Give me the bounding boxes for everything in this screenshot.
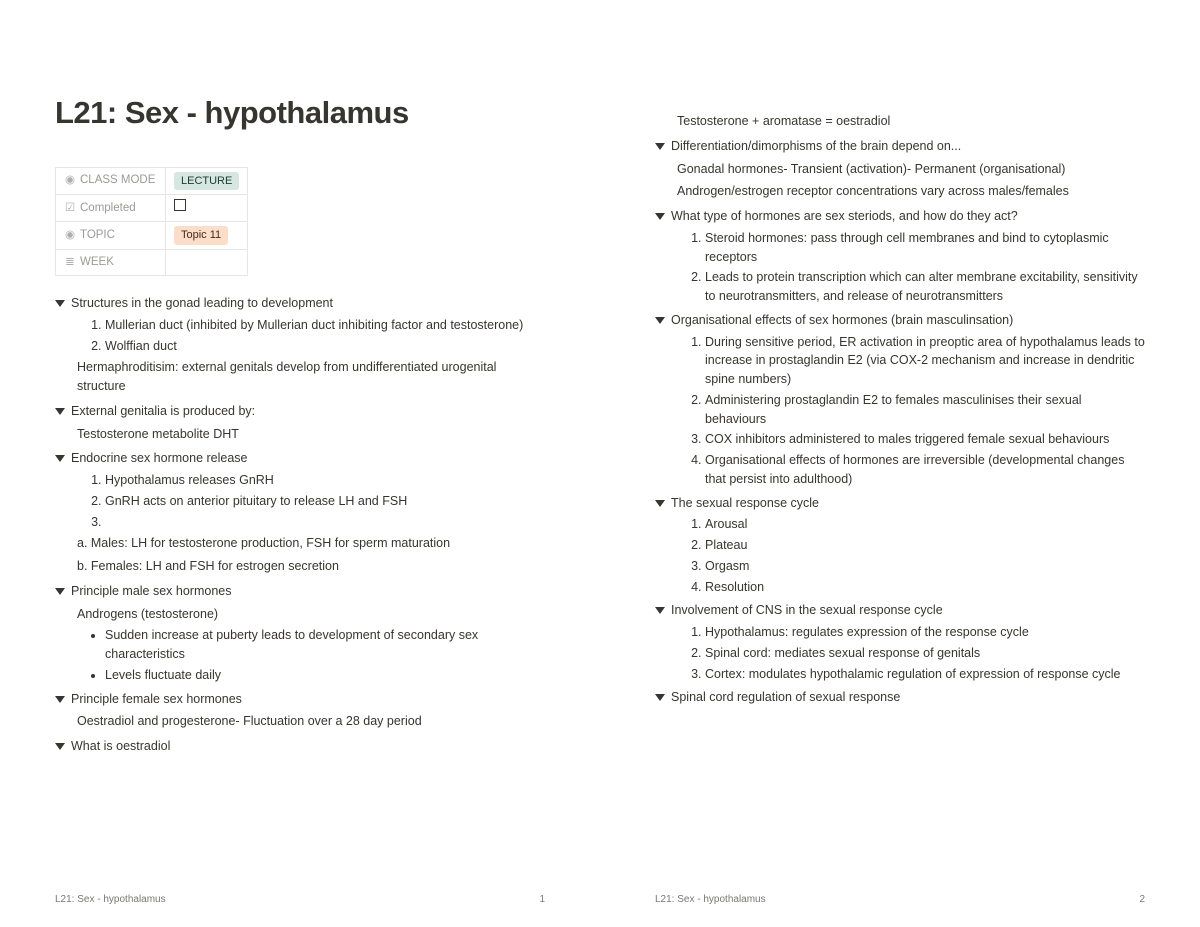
text-line: Oestradiol and progesterone- Fluctuation… bbox=[77, 710, 545, 733]
toggle-steroids[interactable]: What type of hormones are sex steriods, … bbox=[655, 207, 1145, 307]
toggle-organisational[interactable]: Organisational effects of sex hormones (… bbox=[655, 311, 1145, 490]
chevron-down-icon bbox=[655, 213, 665, 220]
text-line: Hermaphroditisim: external genitals deve… bbox=[77, 356, 545, 398]
bullet-list: Sudden increase at puberty leads to deve… bbox=[77, 625, 545, 685]
list-item: Administering prostaglandin E2 to female… bbox=[705, 390, 1145, 430]
list-item: Sudden increase at puberty leads to deve… bbox=[105, 625, 545, 665]
list-item: Spinal cord: mediates sexual response of… bbox=[705, 643, 1145, 664]
text-line: Androgen/estrogen receptor concentration… bbox=[677, 180, 1145, 203]
chevron-down-icon bbox=[55, 743, 65, 750]
list: Mullerian duct (inhibited by Mullerian d… bbox=[77, 315, 545, 357]
toggle-female-hormones[interactable]: Principle female sex hormones Oestradiol… bbox=[55, 690, 545, 734]
prop-completed-value[interactable] bbox=[166, 195, 248, 222]
list-item: Resolution bbox=[705, 577, 1145, 598]
toggle-response-cycle[interactable]: The sexual response cycle Arousal Platea… bbox=[655, 494, 1145, 598]
list-item: Wolffian duct bbox=[105, 336, 545, 357]
text-line: a. Males: LH for testosterone production… bbox=[77, 532, 545, 555]
toggle-cns[interactable]: Involvement of CNS in the sexual respons… bbox=[655, 601, 1145, 684]
chevron-down-icon bbox=[655, 143, 665, 150]
toggle-title: The sexual response cycle bbox=[671, 494, 1145, 513]
toggle-title: Endocrine sex hormone release bbox=[71, 449, 545, 468]
toggle-title: Principle male sex hormones bbox=[71, 582, 545, 601]
list-item: Levels fluctuate daily bbox=[105, 665, 545, 686]
footer-title: L21: Sex - hypothalamus bbox=[55, 892, 166, 907]
toggle-title: Principle female sex hormones bbox=[71, 690, 545, 709]
topic-tag: Topic 11 bbox=[174, 226, 228, 245]
check-icon: ☑ bbox=[64, 200, 76, 217]
list: Hypothalamus releases GnRH GnRH acts on … bbox=[77, 470, 545, 532]
list-item: COX inhibitors administered to males tri… bbox=[705, 429, 1145, 450]
toggle-title: Organisational effects of sex hormones (… bbox=[671, 311, 1145, 330]
toggle-title: Differentiation/dimorphisms of the brain… bbox=[671, 137, 1145, 156]
list-item: During sensitive period, ER activation i… bbox=[705, 332, 1145, 390]
list: Arousal Plateau Orgasm Resolution bbox=[677, 514, 1145, 597]
chevron-down-icon bbox=[55, 408, 65, 415]
classmode-tag: LECTURE bbox=[174, 172, 239, 191]
list-item: Leads to protein transcription which can… bbox=[705, 267, 1145, 307]
chevron-down-icon bbox=[655, 500, 665, 507]
list: Hypothalamus: regulates expression of th… bbox=[677, 622, 1145, 684]
checkbox-icon[interactable] bbox=[174, 199, 186, 211]
toggle-title: Involvement of CNS in the sexual respons… bbox=[671, 601, 1145, 620]
list-item: Hypothalamus releases GnRH bbox=[105, 470, 545, 491]
toggle-title: Spinal cord regulation of sexual respons… bbox=[671, 688, 1145, 707]
list-item: GnRH acts on anterior pituitary to relea… bbox=[105, 491, 545, 512]
list-icon: ≣ bbox=[64, 254, 76, 271]
list-item: Hypothalamus: regulates expression of th… bbox=[705, 622, 1145, 643]
page-number: 1 bbox=[539, 892, 545, 907]
chevron-down-icon bbox=[55, 455, 65, 462]
list: During sensitive period, ER activation i… bbox=[677, 332, 1145, 490]
properties-table: ◉CLASS MODE LECTURE ☑Completed ◉TOPIC To… bbox=[55, 167, 248, 277]
chevron-down-icon bbox=[55, 696, 65, 703]
page-container: L21: Sex - hypothalamus ◉CLASS MODE LECT… bbox=[0, 0, 1200, 927]
chevron-down-icon bbox=[55, 588, 65, 595]
toggle-dimorphisms[interactable]: Differentiation/dimorphisms of the brain… bbox=[655, 137, 1145, 203]
list-item: Mullerian duct (inhibited by Mullerian d… bbox=[105, 315, 545, 336]
text-line: Testosterone metabolite DHT bbox=[77, 423, 545, 446]
list: Steroid hormones: pass through cell memb… bbox=[677, 228, 1145, 307]
prop-topic-value: Topic 11 bbox=[166, 222, 248, 250]
prop-completed-label: ☑Completed bbox=[56, 195, 166, 222]
page-1: L21: Sex - hypothalamus ◉CLASS MODE LECT… bbox=[0, 50, 600, 907]
prop-classmode-label: ◉CLASS MODE bbox=[56, 167, 166, 195]
list-item: Plateau bbox=[705, 535, 1145, 556]
footer-title: L21: Sex - hypothalamus bbox=[655, 892, 766, 907]
toggle-structures[interactable]: Structures in the gonad leading to devel… bbox=[55, 294, 545, 398]
text-line: b. Females: LH and FSH for estrogen secr… bbox=[77, 555, 545, 578]
toggle-oestradiol[interactable]: What is oestradiol bbox=[55, 737, 545, 756]
page-footer: L21: Sex - hypothalamus 1 bbox=[55, 874, 545, 907]
page-footer: L21: Sex - hypothalamus 2 bbox=[655, 874, 1145, 907]
text-line: Androgens (testosterone) bbox=[77, 603, 545, 626]
toggle-endocrine[interactable]: Endocrine sex hormone release Hypothalam… bbox=[55, 449, 545, 578]
list-item: Arousal bbox=[705, 514, 1145, 535]
prop-week-value bbox=[166, 249, 248, 275]
page-2: Testosterone + aromatase = oestradiol Di… bbox=[600, 50, 1200, 907]
toggle-title: What type of hormones are sex steriods, … bbox=[671, 207, 1145, 226]
toggle-title: Structures in the gonad leading to devel… bbox=[71, 294, 545, 313]
page-number: 2 bbox=[1139, 892, 1145, 907]
prop-topic-label: ◉TOPIC bbox=[56, 222, 166, 250]
text-line: Gonadal hormones- Transient (activation)… bbox=[677, 158, 1145, 181]
list-item bbox=[105, 512, 545, 533]
toggle-spinal[interactable]: Spinal cord regulation of sexual respons… bbox=[655, 688, 1145, 707]
chevron-down-icon bbox=[55, 300, 65, 307]
toggle-title: What is oestradiol bbox=[71, 737, 545, 756]
chevron-down-icon bbox=[655, 694, 665, 701]
list-item: Steroid hormones: pass through cell memb… bbox=[705, 228, 1145, 268]
circle-icon: ◉ bbox=[64, 172, 76, 189]
list-item: Cortex: modulates hypothalamic regulatio… bbox=[705, 664, 1145, 685]
toggle-male-hormones[interactable]: Principle male sex hormones Androgens (t… bbox=[55, 582, 545, 686]
prop-classmode-value: LECTURE bbox=[166, 167, 248, 195]
toggle-title: External genitalia is produced by: bbox=[71, 402, 545, 421]
prop-week-label: ≣WEEK bbox=[56, 249, 166, 275]
list-item: Organisational effects of hormones are i… bbox=[705, 450, 1145, 490]
page-title: L21: Sex - hypothalamus bbox=[55, 90, 545, 137]
chevron-down-icon bbox=[655, 607, 665, 614]
toggle-external-genitalia[interactable]: External genitalia is produced by: Testo… bbox=[55, 402, 545, 446]
text-line: Testosterone + aromatase = oestradiol bbox=[677, 110, 1145, 133]
chevron-down-icon bbox=[655, 317, 665, 324]
list-item: Orgasm bbox=[705, 556, 1145, 577]
circle-icon: ◉ bbox=[64, 227, 76, 244]
